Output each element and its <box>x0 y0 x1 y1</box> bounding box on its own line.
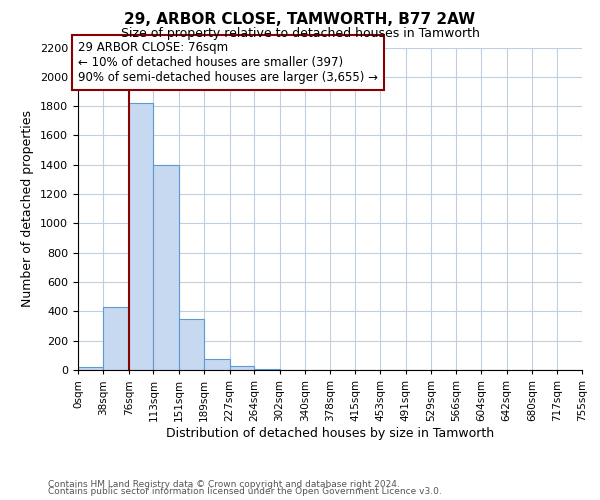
Text: Size of property relative to detached houses in Tamworth: Size of property relative to detached ho… <box>121 28 479 40</box>
Bar <box>103 307 129 370</box>
Bar <box>78 367 103 370</box>
Text: 29, ARBOR CLOSE, TAMWORTH, B77 2AW: 29, ARBOR CLOSE, TAMWORTH, B77 2AW <box>124 12 476 28</box>
Bar <box>179 318 204 370</box>
Bar <box>154 165 179 370</box>
Text: Contains HM Land Registry data © Crown copyright and database right 2024.: Contains HM Land Registry data © Crown c… <box>48 480 400 489</box>
Bar <box>230 366 254 370</box>
Text: 29 ARBOR CLOSE: 76sqm
← 10% of detached houses are smaller (397)
90% of semi-det: 29 ARBOR CLOSE: 76sqm ← 10% of detached … <box>79 40 379 84</box>
X-axis label: Distribution of detached houses by size in Tamworth: Distribution of detached houses by size … <box>166 426 494 440</box>
Y-axis label: Number of detached properties: Number of detached properties <box>22 110 34 307</box>
Text: Contains public sector information licensed under the Open Government Licence v3: Contains public sector information licen… <box>48 487 442 496</box>
Bar <box>129 103 154 370</box>
Bar <box>204 359 230 370</box>
